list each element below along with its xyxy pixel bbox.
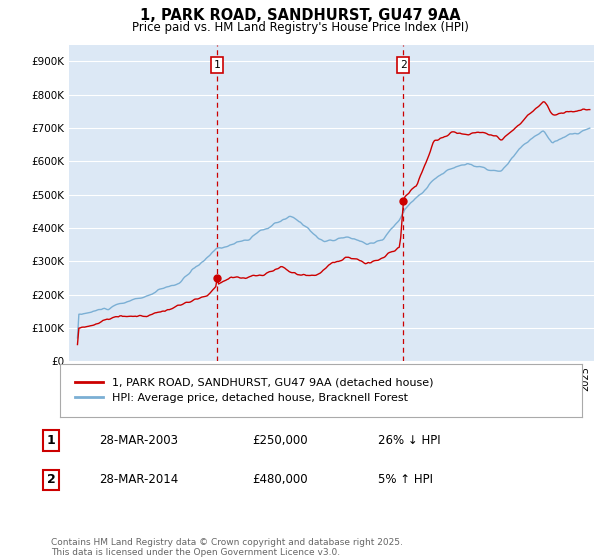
- Text: 28-MAR-2014: 28-MAR-2014: [99, 473, 178, 487]
- Text: 1: 1: [214, 60, 220, 70]
- Text: 5% ↑ HPI: 5% ↑ HPI: [378, 473, 433, 487]
- Text: 2: 2: [47, 473, 55, 487]
- Text: 1, PARK ROAD, SANDHURST, GU47 9AA: 1, PARK ROAD, SANDHURST, GU47 9AA: [140, 8, 460, 24]
- Text: 1: 1: [47, 434, 55, 447]
- Text: 28-MAR-2003: 28-MAR-2003: [99, 434, 178, 447]
- Text: 26% ↓ HPI: 26% ↓ HPI: [378, 434, 440, 447]
- Text: £480,000: £480,000: [252, 473, 308, 487]
- Text: 2: 2: [400, 60, 407, 70]
- Legend: 1, PARK ROAD, SANDHURST, GU47 9AA (detached house), HPI: Average price, detached: 1, PARK ROAD, SANDHURST, GU47 9AA (detac…: [71, 374, 438, 408]
- Text: Price paid vs. HM Land Registry's House Price Index (HPI): Price paid vs. HM Land Registry's House …: [131, 21, 469, 34]
- Text: £250,000: £250,000: [252, 434, 308, 447]
- Text: Contains HM Land Registry data © Crown copyright and database right 2025.
This d: Contains HM Land Registry data © Crown c…: [51, 538, 403, 557]
